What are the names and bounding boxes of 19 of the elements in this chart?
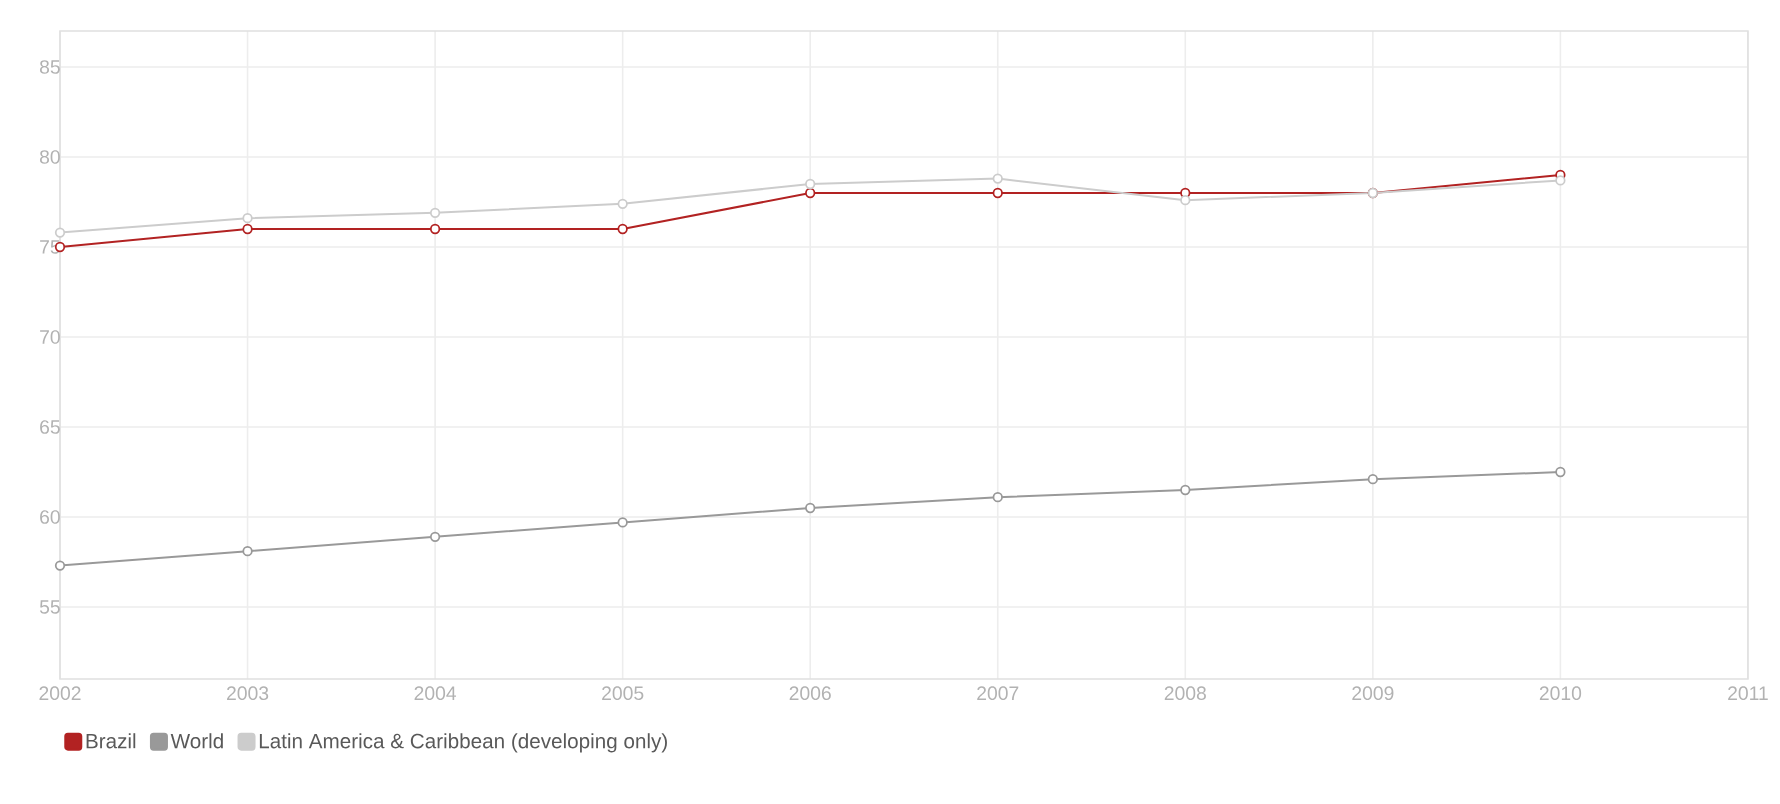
x-tick-label: 2006 — [789, 686, 831, 701]
y-tick-label: 85 — [39, 60, 60, 74]
legend-label: Brazil — [86, 733, 136, 749]
y-tick-label: 80 — [39, 150, 60, 164]
x-tick-label: 2003 — [227, 686, 269, 701]
x-tick-label: 2009 — [1352, 686, 1394, 701]
legend-label: Latin America & Caribbean (developing only) — [259, 733, 667, 753]
x-tick-label: 2008 — [1164, 686, 1206, 701]
x-tick-label: 2007 — [977, 686, 1019, 701]
x-tick-label: 2010 — [1539, 686, 1582, 701]
y-tick-label: 65 — [40, 420, 60, 434]
legend-label: World — [170, 733, 223, 749]
x-tick-label: 2002 — [39, 686, 81, 701]
y-tick-label: 60 — [40, 510, 60, 524]
x-tick-label: 2004 — [414, 686, 457, 701]
y-tick-label: 70 — [40, 330, 60, 344]
y-tick-label: 55 — [39, 600, 60, 614]
x-tick-label: 2011 — [1728, 686, 1768, 701]
x-tick-label: 2005 — [602, 686, 644, 701]
